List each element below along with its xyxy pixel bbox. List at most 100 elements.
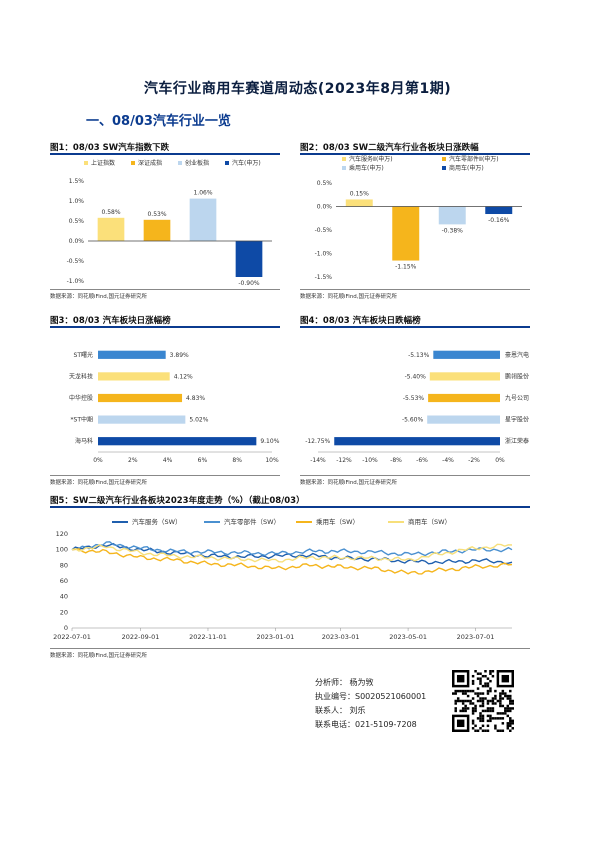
fig4-xtick-label: -4% [442, 457, 454, 464]
fig5-xtick-label: 2022-07-01 [53, 633, 91, 641]
qr-module [489, 679, 492, 683]
qr-module [479, 692, 482, 695]
qr-module [481, 692, 485, 695]
fig5-series-line [71, 542, 513, 565]
fig1-value-label: -0.90% [238, 280, 260, 287]
fig5-chart: 汽车服务（SW） 汽车零部件（SW） 乘用车（SW） 商用车（SW） 0 20 40 60 80… [53, 517, 513, 641]
qr-module [471, 689, 475, 693]
qr-module [481, 697, 485, 700]
qr-module [486, 707, 490, 710]
fig5-xtick-label: 2023-01-01 [257, 633, 295, 641]
qr-module [499, 694, 502, 698]
fig5-ytick-label: 100 [56, 546, 68, 554]
qr-module [501, 689, 505, 693]
qr-module [509, 729, 512, 732]
qr-module [506, 707, 510, 710]
fig1-ytick-label: 1.5% [69, 178, 85, 185]
qr-module [494, 702, 497, 705]
fig1-legend-label: 上证指数 [91, 159, 115, 167]
qr-module [501, 729, 505, 732]
qr-module [499, 697, 502, 700]
qr-module [509, 694, 512, 698]
qr-module [471, 682, 475, 685]
qr-module [476, 677, 480, 680]
qr-module [499, 717, 502, 720]
qr-module [471, 719, 475, 723]
qr-module [479, 679, 482, 683]
fig2-value-label: 0.15% [350, 190, 369, 197]
qr-module [509, 717, 512, 720]
qr-module [481, 709, 485, 713]
fig1-bar [189, 198, 217, 241]
qr-module [501, 717, 505, 720]
fig2-divider [300, 289, 530, 290]
qr-module [484, 670, 487, 673]
fig4-title: 图4：08/03 汽车板块日跌幅榜 [300, 316, 421, 326]
fig4-value-label: -5.13% [408, 352, 430, 359]
qr-module [479, 717, 482, 720]
qr-module [496, 712, 500, 715]
fig2-bar [438, 206, 466, 225]
qr-module [461, 692, 465, 695]
qr-module [504, 707, 507, 710]
qr-module [479, 712, 482, 715]
qr-module [509, 722, 512, 725]
qr-module [479, 677, 482, 680]
fig5-divider [50, 648, 530, 649]
fig4-xtick-label: -8% [390, 457, 402, 464]
fig5-xtick-label: 2023-07-01 [457, 633, 495, 641]
qr-module [474, 704, 477, 708]
qr-module [509, 702, 512, 705]
qr-module [499, 704, 502, 708]
fig5-legend-label: 汽车服务（SW） [132, 517, 182, 526]
fig4-value-label: -5.40% [405, 373, 427, 380]
qr-module [511, 727, 514, 730]
qr-module [509, 699, 512, 703]
fig4-bar [428, 393, 500, 403]
qr-module [469, 689, 472, 693]
qr-module [489, 689, 492, 693]
fig3-bar [98, 372, 170, 381]
fig1-ytick-label: 0.0% [69, 238, 85, 245]
qr-module [476, 694, 480, 698]
qr-module [481, 684, 485, 688]
qr-module [471, 722, 475, 725]
fig4-chart: 豪恩汽电 -5.13% 鹏翎股份 -5.40% 九号公司 -5.53% 星宇股份 -5.60%… [305, 350, 529, 464]
fig1-chart: 上证指数 深证成指 创业板指 汽车(申万) 1.5% 1.0% 0.5% 0.0% -0.5% -… [67, 159, 272, 287]
qr-module [509, 724, 512, 728]
qr-module [501, 692, 505, 695]
fig5-legend-label: 商用车（SW） [408, 517, 451, 526]
fig4-xtick-label: -12% [336, 457, 352, 464]
qr-module [506, 694, 510, 698]
qr-module [484, 729, 487, 732]
fig5-title: 图5：SW二级汽车行业各板块2023年度走势（%）（截止08/03） [50, 496, 305, 506]
qr-module [491, 702, 495, 705]
qr-module [484, 684, 487, 688]
qr-module [511, 702, 514, 705]
qr-module [469, 702, 472, 705]
fig5-ytick-label: 60 [60, 577, 68, 585]
fig4-category-label: 鹏翎股份 [505, 372, 529, 380]
qr-module [506, 704, 510, 708]
fig1-title: 图1：08/03 SW汽车指数下跌 [50, 143, 170, 153]
fig4-bar [429, 372, 500, 381]
fig3-category-label: ST曙光 [74, 351, 93, 359]
fig1-legend-label: 深证成指 [138, 159, 162, 167]
qr-module [481, 714, 485, 718]
fig1-legend-swatch [84, 161, 88, 165]
qr-module [476, 699, 480, 703]
qr-module [506, 709, 510, 713]
qr-module [476, 729, 480, 732]
qr-module [474, 709, 477, 713]
qr-module [474, 724, 477, 728]
qr-module [452, 692, 455, 695]
qr-module [456, 689, 460, 693]
qr-module [489, 719, 492, 723]
qr-module [479, 727, 482, 730]
qr-module [489, 709, 492, 713]
fig3-bar [98, 393, 183, 403]
qr-module [494, 717, 497, 720]
qr-module [454, 689, 457, 693]
qr-module [506, 697, 510, 700]
qr-module [466, 694, 470, 698]
